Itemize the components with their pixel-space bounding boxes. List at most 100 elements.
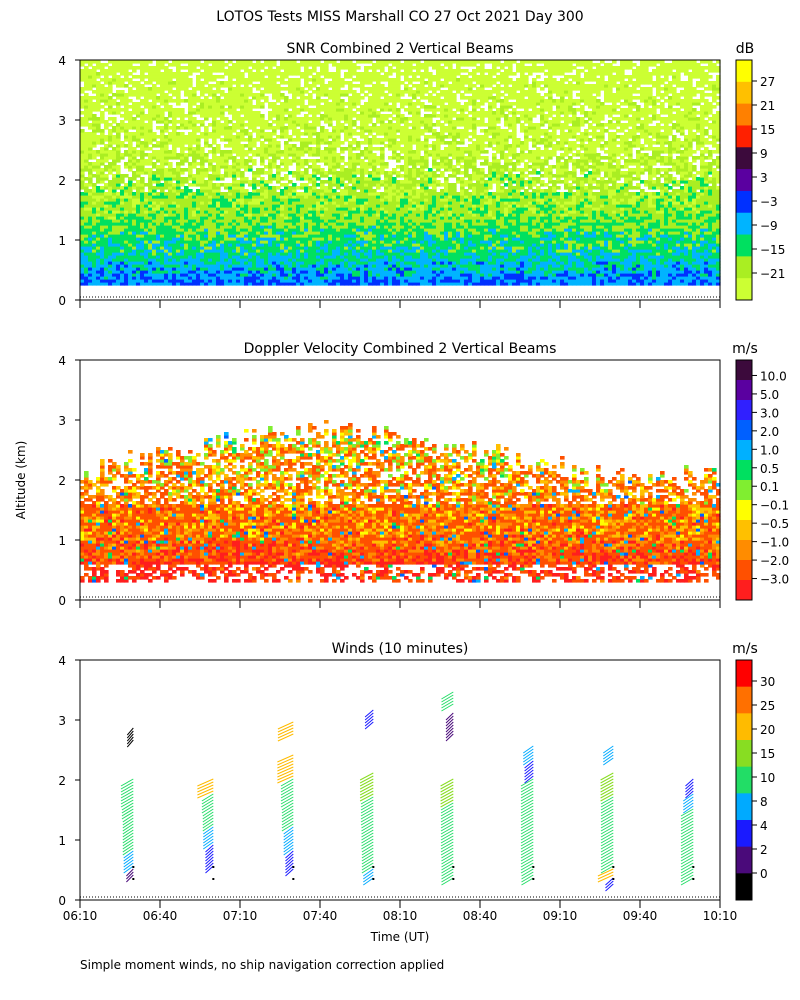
snr-cell [92,273,97,277]
snr-cell [104,279,109,283]
snr-cell [96,153,101,157]
snr-cell [300,60,305,64]
snr-cell [252,129,257,133]
snr-cell [364,162,369,166]
snr-cell [200,171,205,175]
snr-cell [252,114,257,118]
snr-cell [84,213,89,217]
snr-cell [184,201,189,205]
snr-cell [188,255,193,259]
snr-cell [224,63,229,67]
snr-cell [136,276,141,280]
snr-cell [176,204,181,208]
snr-cell [172,117,177,121]
snr-cell [160,102,165,106]
snr-cell [200,192,205,196]
snr-cell [124,72,129,76]
snr-cell [256,117,261,121]
snr-cell [124,270,129,274]
snr-cell [236,261,241,265]
snr-cell [128,258,133,262]
snr-cell [236,60,241,64]
snr-cell [224,93,229,97]
snr-cell [232,63,237,67]
snr-cell [124,255,129,259]
snr-cell [236,213,241,217]
snr-cell [144,66,149,70]
snr-cell [216,282,221,286]
snr-cell [116,84,121,88]
snr-cell [140,213,145,217]
snr-cell [156,90,161,94]
snr-cell [228,267,233,271]
snr-cell [164,243,169,247]
snr-cell [280,189,285,193]
snr-cell [172,144,177,148]
snr-cell [96,267,101,271]
snr-cell [116,78,121,82]
snr-cell [224,198,229,202]
snr-cell [256,78,261,82]
snr-cell [276,192,281,196]
snr-cell [92,96,97,100]
snr-cell [224,231,229,235]
snr-cell [216,195,221,199]
snr-cell [220,69,225,73]
snr-cell [112,147,117,151]
snr-cell [216,96,221,100]
snr-cell [252,117,257,121]
snr-cell [252,270,257,274]
snr-cell [368,138,373,142]
snr-cell [92,258,97,262]
snr-cell [208,132,213,136]
snr-cell [136,126,141,130]
snr-cell [260,102,265,106]
snr-cell [84,162,89,166]
snr-cell [288,78,293,82]
snr-cell [220,234,225,238]
snr-cell [96,243,101,247]
snr-cell [232,114,237,118]
snr-cell [368,96,373,100]
snr-cell [136,93,141,97]
snr-cell [220,195,225,199]
snr-cell [96,120,101,124]
snr-cell [252,222,257,226]
snr-cell [240,252,245,256]
snr-cell [188,123,193,127]
snr-cell [232,180,237,184]
snr-cell [84,165,89,169]
snr-cell [264,69,269,73]
snr-cell [96,81,101,85]
snr-cell [236,216,241,220]
snr-cell [240,105,245,109]
snr-cell [116,234,121,238]
snr-cell [252,195,257,199]
snr-cell [112,204,117,208]
snr-cell [248,69,253,73]
snr-cell [240,180,245,184]
snr-cell [92,246,97,250]
snr-cell [112,234,117,238]
snr-cell [160,126,165,130]
snr-cell [148,78,153,82]
snr-cell [116,225,121,229]
snr-cell [172,129,177,133]
snr-cell [216,264,221,268]
snr-cell [208,99,213,103]
snr-cell [132,216,137,220]
snr-cell [196,87,201,91]
snr-cell [180,153,185,157]
snr-cell [184,249,189,253]
snr-cell [148,156,153,160]
snr-cell [80,276,85,280]
snr-cell [84,96,89,100]
snr-cell [256,195,261,199]
snr-cell [164,186,169,190]
snr-cell [132,195,137,199]
snr-cell [148,102,153,106]
snr-cell [232,219,237,223]
snr-cell [104,237,109,241]
snr-cell [224,156,229,160]
snr-cell [168,162,173,166]
